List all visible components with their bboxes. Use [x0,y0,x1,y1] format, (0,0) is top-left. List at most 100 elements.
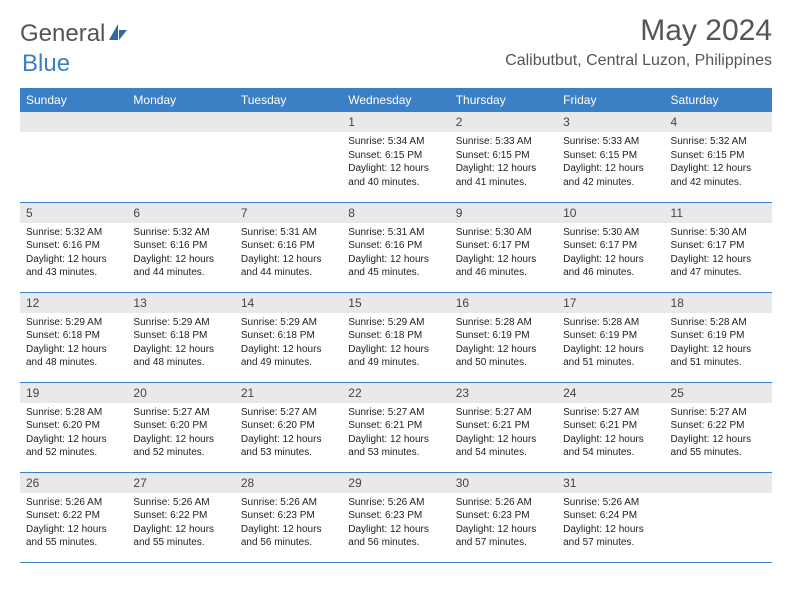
calendar-cell: 6Sunrise: 5:32 AMSunset: 6:16 PMDaylight… [127,202,234,292]
calendar-row: 26Sunrise: 5:26 AMSunset: 6:22 PMDayligh… [20,472,772,562]
day-content: Sunrise: 5:29 AMSunset: 6:18 PMDaylight:… [235,313,342,376]
day-content: Sunrise: 5:27 AMSunset: 6:21 PMDaylight:… [557,403,664,466]
day-number: 17 [557,293,664,313]
day-content: Sunrise: 5:30 AMSunset: 6:17 PMDaylight:… [557,223,664,286]
day-number: 10 [557,203,664,223]
day-content: Sunrise: 5:32 AMSunset: 6:16 PMDaylight:… [20,223,127,286]
day-content: Sunrise: 5:30 AMSunset: 6:17 PMDaylight:… [450,223,557,286]
day-number: 19 [20,383,127,403]
calendar-cell: 5Sunrise: 5:32 AMSunset: 6:16 PMDaylight… [20,202,127,292]
calendar-cell [235,112,342,202]
day-number: 22 [342,383,449,403]
calendar-row: 5Sunrise: 5:32 AMSunset: 6:16 PMDaylight… [20,202,772,292]
calendar-cell: 21Sunrise: 5:27 AMSunset: 6:20 PMDayligh… [235,382,342,472]
day-number: 27 [127,473,234,493]
calendar-cell: 3Sunrise: 5:33 AMSunset: 6:15 PMDaylight… [557,112,664,202]
day-content: Sunrise: 5:26 AMSunset: 6:23 PMDaylight:… [342,493,449,556]
day-number: 14 [235,293,342,313]
day-content [127,132,234,141]
calendar-cell: 7Sunrise: 5:31 AMSunset: 6:16 PMDaylight… [235,202,342,292]
day-number: 21 [235,383,342,403]
calendar-cell: 23Sunrise: 5:27 AMSunset: 6:21 PMDayligh… [450,382,557,472]
day-content: Sunrise: 5:28 AMSunset: 6:19 PMDaylight:… [450,313,557,376]
day-number: 15 [342,293,449,313]
calendar-row: 1Sunrise: 5:34 AMSunset: 6:15 PMDaylight… [20,112,772,202]
day-number: 2 [450,112,557,132]
day-content: Sunrise: 5:26 AMSunset: 6:22 PMDaylight:… [127,493,234,556]
calendar-cell: 30Sunrise: 5:26 AMSunset: 6:23 PMDayligh… [450,472,557,562]
weekday-header: Sunday [20,88,127,112]
day-number: 23 [450,383,557,403]
calendar-body: 1Sunrise: 5:34 AMSunset: 6:15 PMDaylight… [20,112,772,562]
day-number: 4 [665,112,772,132]
location: Calibutbut, Central Luzon, Philippines [505,52,772,70]
weekday-header: Tuesday [235,88,342,112]
calendar-table: SundayMondayTuesdayWednesdayThursdayFrid… [20,88,772,563]
day-content: Sunrise: 5:28 AMSunset: 6:19 PMDaylight:… [665,313,772,376]
calendar-cell: 26Sunrise: 5:26 AMSunset: 6:22 PMDayligh… [20,472,127,562]
calendar-cell: 25Sunrise: 5:27 AMSunset: 6:22 PMDayligh… [665,382,772,472]
calendar-cell: 27Sunrise: 5:26 AMSunset: 6:22 PMDayligh… [127,472,234,562]
calendar-cell: 16Sunrise: 5:28 AMSunset: 6:19 PMDayligh… [450,292,557,382]
day-number [665,473,772,493]
day-content: Sunrise: 5:33 AMSunset: 6:15 PMDaylight:… [557,132,664,195]
sail-icon [107,22,129,47]
day-number: 20 [127,383,234,403]
calendar-cell [665,472,772,562]
calendar-cell: 19Sunrise: 5:28 AMSunset: 6:20 PMDayligh… [20,382,127,472]
day-content [20,132,127,141]
day-content: Sunrise: 5:34 AMSunset: 6:15 PMDaylight:… [342,132,449,195]
day-content: Sunrise: 5:27 AMSunset: 6:22 PMDaylight:… [665,403,772,466]
day-number: 31 [557,473,664,493]
day-number: 29 [342,473,449,493]
day-content: Sunrise: 5:26 AMSunset: 6:24 PMDaylight:… [557,493,664,556]
day-number: 18 [665,293,772,313]
calendar-cell: 20Sunrise: 5:27 AMSunset: 6:20 PMDayligh… [127,382,234,472]
calendar-cell: 13Sunrise: 5:29 AMSunset: 6:18 PMDayligh… [127,292,234,382]
day-content: Sunrise: 5:31 AMSunset: 6:16 PMDaylight:… [235,223,342,286]
day-number: 26 [20,473,127,493]
day-number: 16 [450,293,557,313]
day-content: Sunrise: 5:29 AMSunset: 6:18 PMDaylight:… [342,313,449,376]
calendar-cell: 28Sunrise: 5:26 AMSunset: 6:23 PMDayligh… [235,472,342,562]
calendar-cell: 8Sunrise: 5:31 AMSunset: 6:16 PMDaylight… [342,202,449,292]
brand-part1: General [20,20,105,48]
calendar-cell: 4Sunrise: 5:32 AMSunset: 6:15 PMDaylight… [665,112,772,202]
day-content: Sunrise: 5:29 AMSunset: 6:18 PMDaylight:… [20,313,127,376]
day-number: 24 [557,383,664,403]
calendar-cell [20,112,127,202]
calendar-cell: 12Sunrise: 5:29 AMSunset: 6:18 PMDayligh… [20,292,127,382]
calendar-cell: 29Sunrise: 5:26 AMSunset: 6:23 PMDayligh… [342,472,449,562]
title-block: May 2024 Calibutbut, Central Luzon, Phil… [505,14,772,70]
day-content: Sunrise: 5:27 AMSunset: 6:21 PMDaylight:… [450,403,557,466]
weekday-header: Friday [557,88,664,112]
calendar-cell: 15Sunrise: 5:29 AMSunset: 6:18 PMDayligh… [342,292,449,382]
weekday-header: Thursday [450,88,557,112]
day-number: 5 [20,203,127,223]
day-number [127,112,234,132]
day-number: 1 [342,112,449,132]
weekday-header: Wednesday [342,88,449,112]
day-number: 25 [665,383,772,403]
day-content: Sunrise: 5:30 AMSunset: 6:17 PMDaylight:… [665,223,772,286]
day-number: 3 [557,112,664,132]
day-number: 8 [342,203,449,223]
day-number: 7 [235,203,342,223]
calendar-cell: 11Sunrise: 5:30 AMSunset: 6:17 PMDayligh… [665,202,772,292]
day-content: Sunrise: 5:32 AMSunset: 6:15 PMDaylight:… [665,132,772,195]
calendar-cell: 22Sunrise: 5:27 AMSunset: 6:21 PMDayligh… [342,382,449,472]
weekday-header: Saturday [665,88,772,112]
weekday-header: Monday [127,88,234,112]
calendar-cell: 18Sunrise: 5:28 AMSunset: 6:19 PMDayligh… [665,292,772,382]
calendar-row: 12Sunrise: 5:29 AMSunset: 6:18 PMDayligh… [20,292,772,382]
day-number [235,112,342,132]
day-content [235,132,342,141]
calendar-cell [127,112,234,202]
day-content: Sunrise: 5:26 AMSunset: 6:22 PMDaylight:… [20,493,127,556]
calendar-cell: 14Sunrise: 5:29 AMSunset: 6:18 PMDayligh… [235,292,342,382]
brand-part2: Blue [22,50,70,77]
calendar-cell: 1Sunrise: 5:34 AMSunset: 6:15 PMDaylight… [342,112,449,202]
calendar-cell: 2Sunrise: 5:33 AMSunset: 6:15 PMDaylight… [450,112,557,202]
calendar-head: SundayMondayTuesdayWednesdayThursdayFrid… [20,88,772,112]
day-content: Sunrise: 5:26 AMSunset: 6:23 PMDaylight:… [235,493,342,556]
